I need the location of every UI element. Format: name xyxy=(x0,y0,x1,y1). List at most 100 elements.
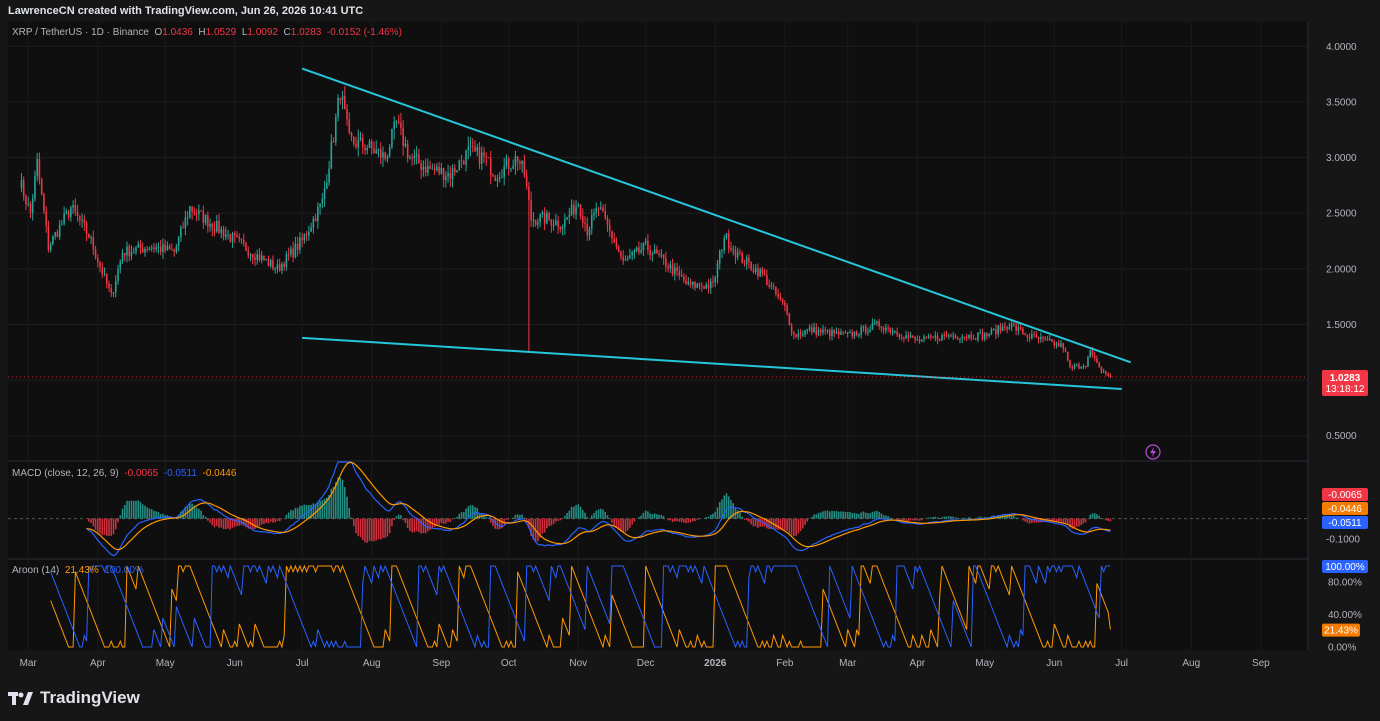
macd-histogram-bar xyxy=(251,518,254,529)
candle xyxy=(1096,358,1098,363)
macd-histogram-bar xyxy=(660,515,663,519)
candle xyxy=(716,263,719,278)
candle xyxy=(251,254,254,258)
macd-histogram-bar xyxy=(752,518,755,527)
candle xyxy=(732,249,735,251)
macd-histogram-bar xyxy=(180,511,182,519)
candle xyxy=(680,275,683,277)
macd-histogram-bar xyxy=(177,514,180,519)
macd-histogram-bar xyxy=(802,518,804,529)
candle xyxy=(83,219,86,224)
macd-histogram-bar xyxy=(402,518,404,521)
macd-legend[interactable]: MACD (close, 12, 26, 9) -0.0065 -0.0511 … xyxy=(12,468,236,479)
candle xyxy=(220,228,223,233)
candle xyxy=(485,155,488,158)
candle xyxy=(332,141,335,143)
candle xyxy=(790,325,793,333)
candle xyxy=(247,250,250,256)
candle xyxy=(930,335,932,338)
macd-histogram-bar xyxy=(824,510,827,519)
lightning-icon[interactable] xyxy=(1145,444,1161,460)
candle xyxy=(364,146,366,151)
price-tick-label: 3.0000 xyxy=(1326,153,1357,164)
macd-histogram-bar xyxy=(379,518,382,540)
candle xyxy=(853,331,856,337)
candle xyxy=(135,247,137,252)
macd-histogram-bar xyxy=(323,498,326,519)
candle xyxy=(1010,323,1013,328)
candle xyxy=(656,249,658,254)
candle xyxy=(916,339,919,341)
candle xyxy=(449,173,452,179)
candle xyxy=(303,234,306,241)
macd-histogram-bar xyxy=(961,517,964,519)
candle xyxy=(465,150,467,165)
candle xyxy=(537,222,539,225)
tradingview-logo-icon xyxy=(8,692,33,705)
price-tick-label: 1.5000 xyxy=(1326,320,1357,331)
macd-histogram-bar xyxy=(938,517,941,519)
candle xyxy=(323,188,326,199)
candle xyxy=(909,335,912,338)
candle xyxy=(815,327,818,335)
macd-histogram-bar xyxy=(709,514,712,519)
candle xyxy=(225,234,227,237)
candle xyxy=(784,302,786,306)
macd-histogram-bar xyxy=(341,479,344,519)
macd-histogram-bar xyxy=(1024,518,1026,522)
macd-histogram-bar xyxy=(965,517,968,519)
candle xyxy=(177,237,180,246)
candle xyxy=(236,235,238,237)
candle xyxy=(155,247,157,250)
candle xyxy=(826,330,829,332)
macd-histogram-bar xyxy=(997,515,999,519)
candle xyxy=(411,157,413,159)
tradingview-logo[interactable]: TradingView xyxy=(8,688,140,708)
macd-histogram-bar xyxy=(651,514,654,519)
candle xyxy=(467,146,470,151)
macd-histogram-bar xyxy=(564,515,566,519)
macd-histogram-bar xyxy=(759,518,761,527)
candle xyxy=(274,268,276,270)
candle xyxy=(934,335,937,338)
candle xyxy=(1107,373,1109,377)
symbol-legend[interactable]: XRP / TetherUS · 1D · Binance O1.0436 H1… xyxy=(12,27,402,38)
macd-histogram-bar xyxy=(705,516,708,519)
macd-histogram-bar xyxy=(813,514,815,519)
candle xyxy=(451,167,454,179)
candle xyxy=(38,158,41,180)
candle xyxy=(683,276,685,281)
candle xyxy=(611,231,613,239)
candle xyxy=(925,336,928,338)
macd-histogram-bar xyxy=(267,518,270,524)
macd-histogram-bar xyxy=(557,518,559,521)
macd-histogram-bar xyxy=(573,506,575,519)
candle xyxy=(43,193,45,212)
candle xyxy=(65,211,68,214)
macd-histogram-bar xyxy=(882,515,885,519)
macd-histogram-bar xyxy=(395,516,398,519)
macd-histogram-bar xyxy=(373,518,375,542)
macd-histogram-bar xyxy=(831,510,833,519)
macd-histogram-bar xyxy=(714,511,717,519)
candle xyxy=(366,148,369,151)
candle xyxy=(640,250,642,253)
macd-histogram-bar xyxy=(898,518,901,521)
candle xyxy=(207,214,209,227)
aroon-legend[interactable]: Aroon (14) 21.43% 100.00% xyxy=(12,565,144,576)
macd-histogram-bar xyxy=(943,516,946,519)
candle xyxy=(564,219,566,228)
macd-histogram-bar xyxy=(276,518,279,521)
macd-histogram-bar xyxy=(900,518,903,522)
candle xyxy=(748,257,750,263)
candle xyxy=(781,298,784,303)
macd-histogram-bar xyxy=(478,512,481,519)
candle xyxy=(305,234,308,236)
macd-histogram-bar xyxy=(496,518,499,530)
macd-histogram-bar xyxy=(225,518,227,530)
candle xyxy=(139,243,142,249)
aroon-tick-label: 0.00% xyxy=(1328,643,1356,654)
candle xyxy=(923,336,925,340)
candle xyxy=(308,231,310,236)
